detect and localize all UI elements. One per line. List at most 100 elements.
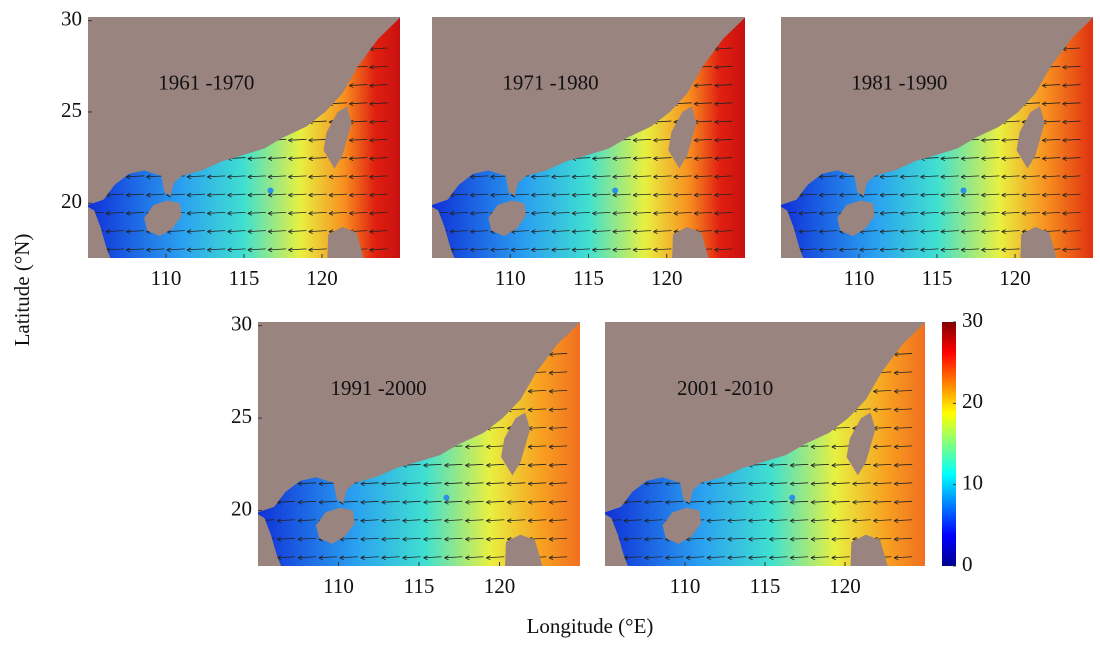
arrow-head xyxy=(507,518,512,524)
arrow-head xyxy=(1001,247,1006,253)
current-arrow xyxy=(247,175,266,178)
current-arrow xyxy=(288,193,307,196)
arrow-head xyxy=(381,555,386,561)
current-arrow xyxy=(894,426,913,429)
colorbar-tick-label: 0 xyxy=(962,552,973,576)
current-arrow xyxy=(186,193,206,196)
arrow-head xyxy=(548,481,554,487)
land xyxy=(605,322,925,513)
current-arrow xyxy=(592,248,611,251)
current-arrow xyxy=(831,463,850,466)
arrow-head xyxy=(531,229,536,234)
current-arrow xyxy=(790,556,809,559)
arrow-head xyxy=(125,192,131,198)
map-panel xyxy=(258,322,580,566)
arrow-head xyxy=(288,156,293,161)
arrow-head xyxy=(328,174,334,180)
current-arrow xyxy=(531,248,550,251)
arrow-head xyxy=(551,247,556,253)
arrow-head xyxy=(227,174,232,180)
current-arrow xyxy=(126,193,145,196)
panel-label: 1961 -1970 xyxy=(158,70,254,94)
current-arrow xyxy=(572,175,591,178)
current-arrow xyxy=(470,193,489,196)
arrow-head xyxy=(894,426,899,431)
current-arrow xyxy=(1042,175,1061,178)
arrow-head xyxy=(1021,174,1027,180)
land xyxy=(258,514,282,566)
current-arrow xyxy=(318,500,337,503)
arrow-head xyxy=(960,210,966,216)
current-arrow xyxy=(665,556,684,559)
current-arrow xyxy=(486,463,505,466)
arrow-head xyxy=(1042,83,1047,88)
arrow-head xyxy=(465,481,470,487)
current-arrow xyxy=(839,248,858,251)
current-arrow xyxy=(1042,84,1061,86)
y-axis-label: Latitude (°N) xyxy=(10,234,34,347)
arrow-head xyxy=(548,518,554,524)
arrow-head xyxy=(894,536,899,542)
current-arrow xyxy=(633,175,652,178)
current-arrow xyxy=(1062,248,1081,251)
arrow-head xyxy=(810,462,816,468)
arrow-head xyxy=(146,192,151,198)
current-arrow xyxy=(894,500,913,503)
x-tick-label: 110 xyxy=(844,266,875,290)
arrow-head xyxy=(769,536,774,542)
arrow-head xyxy=(612,174,617,180)
current-arrow xyxy=(653,248,672,251)
current-arrow xyxy=(490,248,509,251)
current-arrow xyxy=(369,157,388,159)
current-arrow xyxy=(653,230,672,233)
arrow-head xyxy=(894,481,899,487)
current-arrow xyxy=(894,353,913,355)
arrow-head xyxy=(402,481,407,487)
current-arrow xyxy=(612,175,631,178)
current-arrow xyxy=(900,248,919,251)
arrow-head xyxy=(714,137,719,143)
arrow-head xyxy=(267,247,273,253)
arrow-head xyxy=(632,229,638,234)
arrow-head xyxy=(369,229,374,234)
current-arrow xyxy=(308,175,327,178)
current-arrow xyxy=(465,500,484,503)
current-arrow xyxy=(810,537,830,540)
current-arrow xyxy=(981,193,1000,196)
arrow-head xyxy=(748,536,753,542)
arrow-head xyxy=(839,192,844,198)
arrow-head xyxy=(920,247,925,253)
current-arrow xyxy=(369,47,388,50)
arrow-head xyxy=(349,83,354,88)
arrow-head xyxy=(328,210,334,216)
arrow-head xyxy=(693,156,699,161)
y-tick-label: 30 xyxy=(61,6,82,30)
current-arrow xyxy=(511,248,530,251)
current-arrow xyxy=(369,102,388,105)
current-arrow xyxy=(839,193,858,196)
arrow-head xyxy=(1062,119,1067,125)
current-arrow xyxy=(126,230,145,233)
current-arrow xyxy=(714,138,733,141)
current-arrow xyxy=(268,211,287,214)
island xyxy=(612,187,619,194)
current-arrow xyxy=(572,211,591,214)
current-arrow xyxy=(981,175,1000,178)
arrow-head xyxy=(810,444,816,450)
arrow-head xyxy=(592,192,597,198)
arrow-head xyxy=(551,192,556,198)
current-arrow xyxy=(402,482,421,485)
arrow-head xyxy=(186,174,192,180)
arrow-head xyxy=(653,247,658,253)
arrow-head xyxy=(981,210,986,216)
arrow-head xyxy=(894,555,899,561)
arrow-head xyxy=(349,174,354,180)
arrow-head xyxy=(748,518,753,524)
arrow-head xyxy=(551,174,556,180)
arrow-head xyxy=(879,210,885,216)
current-arrow xyxy=(126,248,145,251)
arrow-head xyxy=(423,499,428,505)
current-arrow xyxy=(653,157,672,159)
arrow-head xyxy=(790,499,795,505)
current-arrow xyxy=(981,138,1000,141)
